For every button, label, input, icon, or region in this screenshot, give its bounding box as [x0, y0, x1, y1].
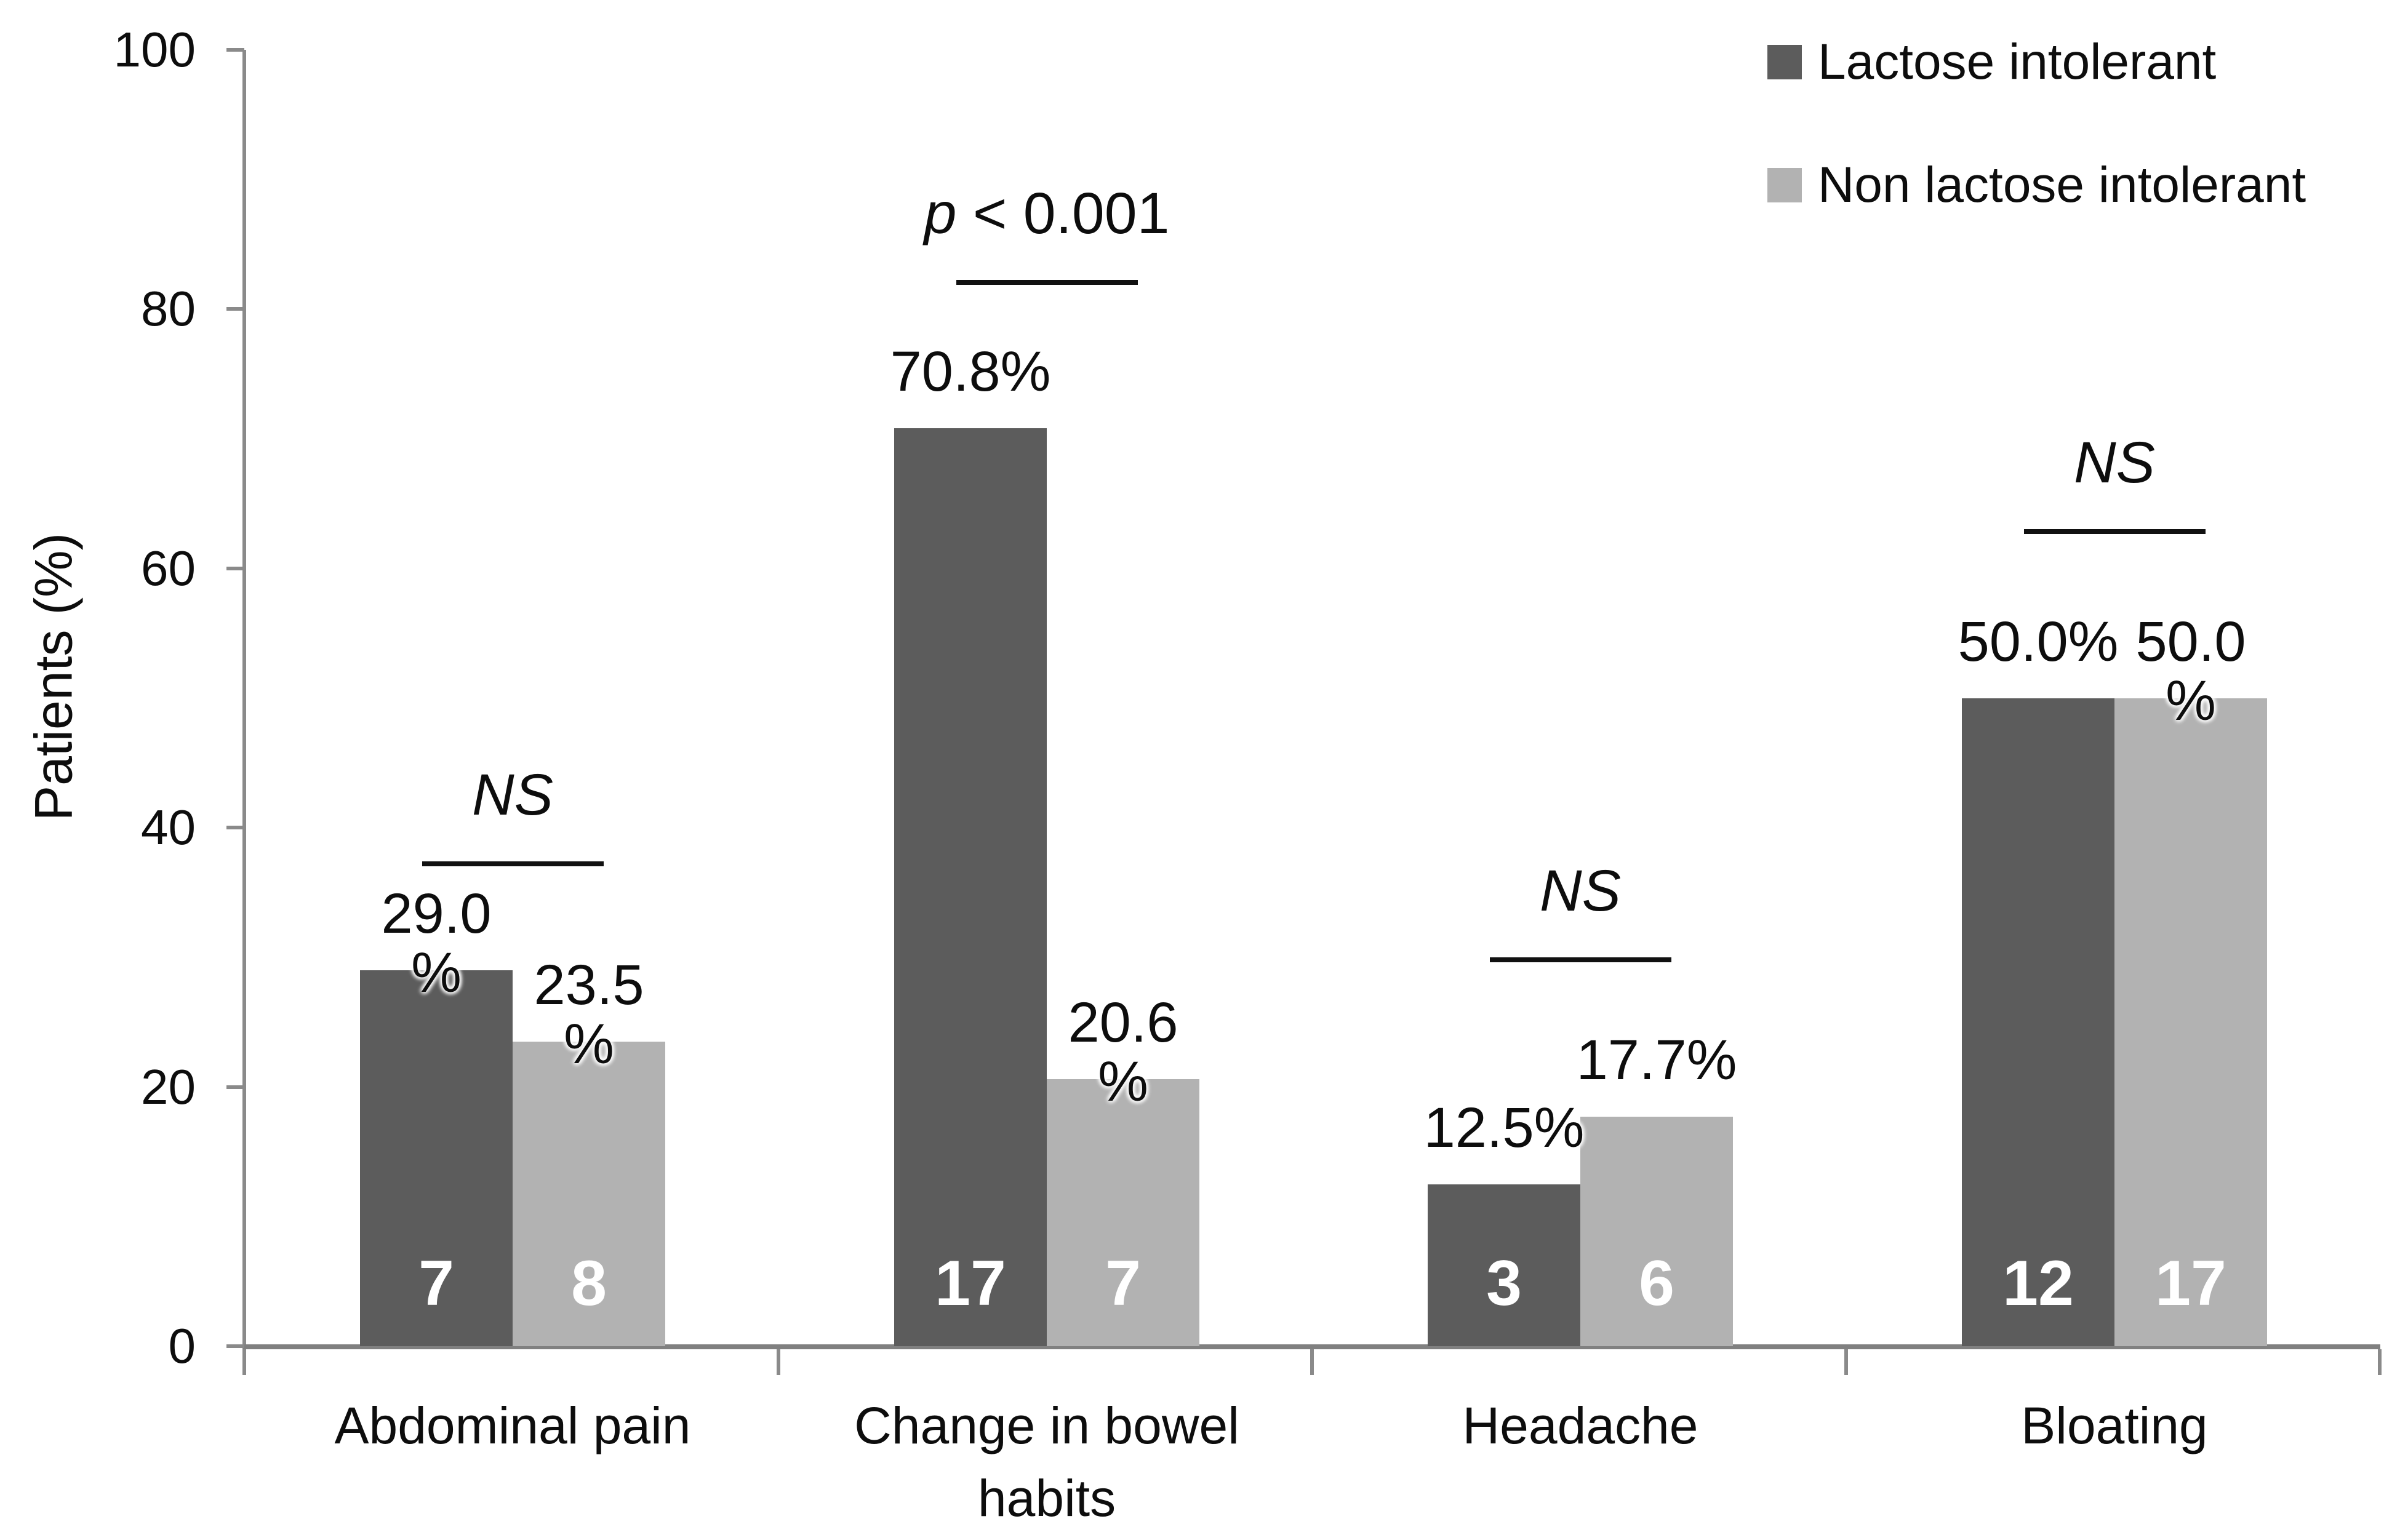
category-label-line: Headache [1462, 1397, 1698, 1454]
significance-underline [2023, 529, 2206, 534]
y-tick-40: 40 [0, 802, 246, 853]
value-label: 12.5% [1424, 1098, 1585, 1157]
significance-label-pvalue: p < 0.001 [924, 184, 1170, 243]
x-axis-tick [1310, 1349, 1314, 1375]
significance-underline [1489, 957, 1671, 962]
category-label-bloating: Bloating [2021, 1389, 2208, 1462]
y-tick-0: 0 [0, 1321, 246, 1371]
y-tick-mark [226, 1344, 244, 1348]
legend-item-non-lactose-intolerant: Non lactose intolerant [1767, 157, 2306, 213]
value-label: 70.8% [890, 342, 1051, 401]
value-label-line: 50.0% [1958, 610, 2119, 673]
bar-count: 7 [418, 1247, 454, 1319]
value-label-line: 50.0 [2135, 610, 2246, 673]
bar-count: 8 [571, 1247, 607, 1319]
value-label-line: 12.5% [1423, 1096, 1585, 1159]
y-tick-label: 60 [141, 540, 196, 596]
bar-nonlactose-bloating: 17 [2114, 698, 2267, 1346]
x-axis-line [242, 1344, 2380, 1349]
bar-count: 3 [1486, 1248, 1522, 1319]
y-tick-100: 100 [0, 25, 246, 75]
bar-lactose-bowel-habits: 17 [894, 428, 1047, 1346]
x-axis-tick [1844, 1349, 1848, 1375]
significance-underline [422, 861, 604, 866]
bar-lactose-headache: 3 [1428, 1184, 1580, 1346]
y-tick-label: 80 [141, 281, 196, 337]
bar-nonlactose-headache: 6 [1580, 1117, 1733, 1346]
bar-lactose-abdominal-pain: 7 [360, 970, 513, 1346]
legend-label: Lactose intolerant [1818, 34, 2217, 90]
bar-count: 12 [2002, 1248, 2074, 1319]
significance-text: < 0.001 [956, 181, 1170, 246]
value-label: 50.0 % [2135, 612, 2246, 730]
value-label: 50.0% [1958, 612, 2119, 671]
significance-text: NS [1540, 858, 1621, 924]
x-axis-tick [777, 1349, 780, 1375]
category-label-line: habits [977, 1469, 1116, 1524]
value-label-line: 20.6 [1068, 991, 1178, 1054]
value-label: 29.0 % [381, 884, 491, 1002]
x-axis-tick [242, 1349, 246, 1375]
y-tick-mark [226, 566, 244, 570]
y-tick-60: 60 [0, 543, 246, 594]
y-tick-80: 80 [0, 284, 246, 334]
y-tick-label: 0 [168, 1319, 196, 1373]
y-tick-label: 20 [141, 1059, 196, 1114]
significance-text: NS [472, 762, 553, 828]
value-label-line: 70.8% [890, 340, 1051, 404]
category-label-line: Change in bowel [854, 1397, 1239, 1454]
value-label: 23.5 % [534, 955, 644, 1074]
y-tick-mark [226, 48, 244, 52]
legend-item-lactose-intolerant: Lactose intolerant [1767, 34, 2216, 90]
significance-underline [956, 280, 1138, 285]
value-label-line: 29.0 [381, 882, 492, 945]
category-label-line: Bloating [2021, 1397, 2208, 1454]
value-label: 20.6 % [1068, 993, 1178, 1111]
y-axis-line [242, 50, 246, 1348]
significance-label-ns: NS [472, 765, 553, 824]
value-label-line: % [411, 941, 462, 1004]
bar-count: 17 [2155, 1248, 2226, 1319]
significance-label-ns: NS [2074, 433, 2155, 492]
y-tick-mark [226, 826, 244, 830]
y-tick-mark [226, 307, 244, 311]
y-tick-label: 100 [113, 22, 196, 77]
value-label-line: % [2166, 669, 2216, 732]
value-label-line: % [1098, 1050, 1148, 1113]
bar-count: 6 [1639, 1247, 1674, 1319]
significance-text: NS [2074, 430, 2155, 495]
legend-swatch-dark [1767, 45, 1802, 79]
legend-label: Non lactose intolerant [1818, 157, 2306, 213]
value-label-line: % [564, 1012, 614, 1075]
significance-label-ns: NS [1540, 861, 1621, 920]
category-label-abdominal-pain: Abdominal pain [334, 1389, 690, 1462]
category-label-line: Abdominal pain [334, 1397, 691, 1454]
significance-text: p [924, 181, 957, 246]
bar-nonlactose-abdominal-pain: 8 [513, 1041, 665, 1346]
value-label: 17.7% [1577, 1031, 1737, 1090]
y-tick-20: 20 [0, 1059, 246, 1114]
y-tick-label: 40 [141, 800, 196, 855]
bar-count: 7 [1105, 1247, 1141, 1319]
value-label-line: 17.7% [1576, 1029, 1737, 1092]
legend-swatch-light [1767, 168, 1802, 202]
category-label-headache: Headache [1463, 1389, 1698, 1462]
bar-count: 17 [935, 1247, 1006, 1319]
y-tick-mark [226, 1085, 244, 1089]
bar-lactose-bloating: 12 [1962, 698, 2114, 1346]
value-label-line: 23.5 [534, 953, 644, 1016]
x-axis-tick [2378, 1349, 2382, 1375]
category-label-change-in-bowel-habits: Change in bowel habits [854, 1389, 1239, 1524]
bar-nonlactose-bowel-habits: 7 [1047, 1079, 1199, 1346]
